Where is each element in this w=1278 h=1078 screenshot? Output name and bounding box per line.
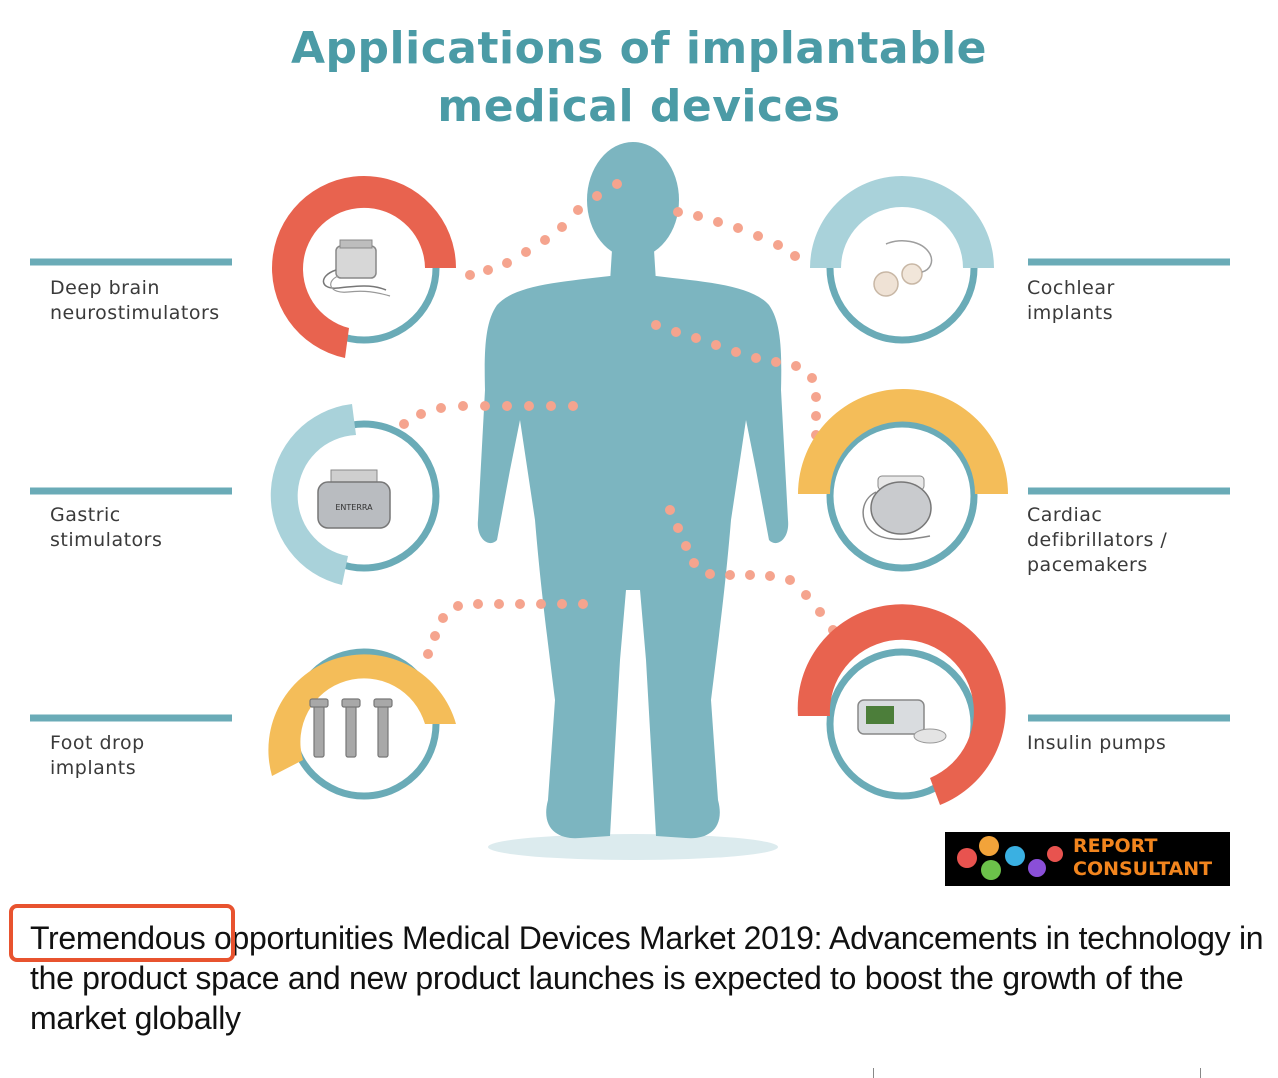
- logo-text: REPORT CONSULTANT: [1073, 835, 1213, 880]
- insulin-pump-icon: [857, 699, 947, 744]
- human-silhouette: [477, 142, 789, 839]
- infographic-graphic: ENTERRA: [30, 142, 1230, 860]
- connector-dots: [399, 179, 838, 659]
- divider-tick-left: [873, 1068, 874, 1078]
- label-gastric: Gastric stimulators: [50, 504, 163, 551]
- infographic: Applications of implantable medical devi…: [30, 23, 1230, 886]
- pacemaker-device-icon: [862, 475, 932, 541]
- logo-mark-icon: [957, 836, 1063, 880]
- foot-drop-implant-icon: [309, 698, 393, 758]
- gastric-stimulator-device-icon: ENTERRA: [317, 469, 391, 529]
- label-foot-drop: Foot drop implants: [50, 732, 145, 779]
- neurostimulator-device-icon: [322, 239, 391, 297]
- label-cardiac: Cardiac defibrillators / pacemakers: [1027, 504, 1168, 576]
- infographic-title: Applications of implantable medical devi…: [290, 23, 987, 132]
- label-lines: [30, 258, 1230, 722]
- device-ring-foot-drop: [268, 648, 456, 800]
- gastric-device-label: ENTERRA: [335, 503, 373, 512]
- ground-shadow: [488, 834, 778, 860]
- label-insulin: Insulin pumps: [1027, 732, 1167, 754]
- device-ring-cochlear: [810, 176, 994, 344]
- label-deep-brain: Deep brain neurostimulators: [50, 277, 220, 324]
- label-cochlear: Cochlear implants: [1027, 277, 1115, 324]
- divider-tick-right: [1200, 1068, 1201, 1078]
- cochlear-implant-icon: [873, 240, 933, 297]
- headline-rest: opportunities Medical Devices Market 201…: [30, 920, 1264, 1036]
- report-consultant-logo: REPORT CONSULTANT: [945, 832, 1230, 886]
- article-headline[interactable]: Tremendous opportunities Medical Devices…: [30, 918, 1270, 1038]
- highlighted-word: Tremendous: [30, 920, 206, 956]
